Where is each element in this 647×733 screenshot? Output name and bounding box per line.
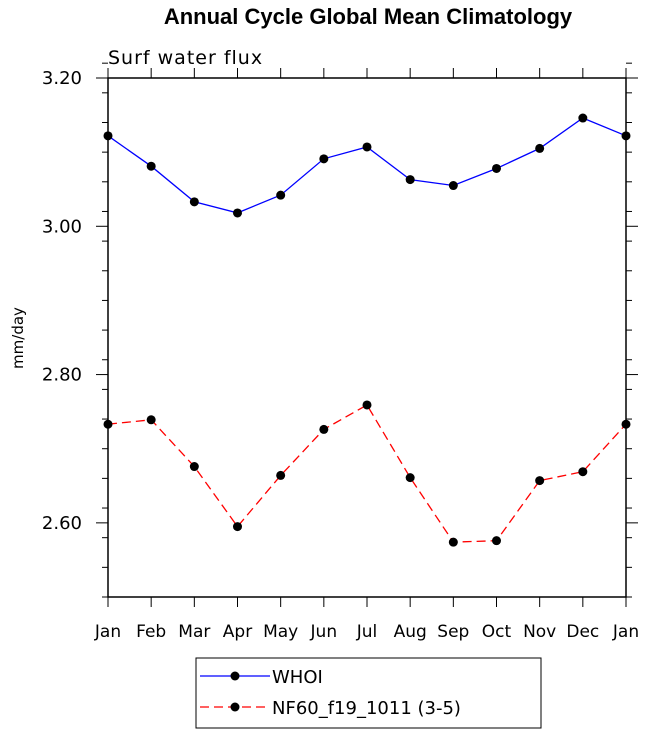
legend-box <box>195 657 542 729</box>
x-tick-labels: Jan Feb Mar Apr May Jun Jul Aug Sep Oct Nov Dec Jan <box>94 622 639 642</box>
series-1-point <box>276 470 286 480</box>
series-1-point <box>405 473 415 483</box>
x-tick-label: Feb <box>136 622 166 642</box>
series-1-point <box>492 536 501 546</box>
series-0-point <box>276 190 286 200</box>
x-tick-label: Jun <box>310 622 338 642</box>
series-0-point <box>362 142 372 152</box>
series-0-point <box>189 197 199 207</box>
x-tick-label: Oct <box>482 622 512 642</box>
axis-ticks <box>96 62 638 607</box>
series-1-point <box>189 462 199 472</box>
series-0-point <box>448 181 458 191</box>
series-0-point <box>146 161 156 171</box>
x-tick-label: Nov <box>523 622 556 642</box>
series-1-point <box>146 415 156 425</box>
series-1-point <box>448 537 458 547</box>
series-0-point <box>103 131 113 141</box>
series-0-point <box>621 131 631 141</box>
legend-marker-nf60 <box>230 702 240 712</box>
series-1-point <box>578 467 588 477</box>
chart-title: Annual Cycle Global Mean Climatology <box>164 4 573 29</box>
series-0-point <box>578 113 588 123</box>
series-0-point <box>535 143 545 153</box>
legend-label-nf60: NF60_f19_1011 (3-5) <box>272 698 461 719</box>
series-0-point <box>319 154 329 164</box>
legend: WHOI NF60_f19_1011 (3-5) <box>195 657 542 729</box>
plot-frame <box>107 77 627 598</box>
series-1-point <box>621 419 631 429</box>
series-line-1 <box>107 404 627 543</box>
chart-subtitle: Surf water flux <box>108 47 263 69</box>
x-tick-label: Dec <box>566 622 599 642</box>
legend-label-whoi: WHOI <box>272 667 323 688</box>
y-tick-label: 2.60 <box>42 513 82 534</box>
x-tick-label: Apr <box>223 622 252 642</box>
series-0-point <box>233 208 242 218</box>
legend-marker-whoi <box>230 671 240 681</box>
y-tick-label: 2.80 <box>42 365 82 386</box>
y-tick-labels: 2.60 2.80 3.00 3.20 <box>42 68 82 534</box>
series-line-0 <box>107 117 627 214</box>
series-1-point <box>103 419 113 429</box>
x-tick-label: May <box>263 622 298 642</box>
y-tick-label: 3.20 <box>42 68 82 89</box>
y-tick-label: 3.00 <box>42 216 82 237</box>
series-1-point <box>362 400 372 410</box>
series-0-point <box>492 163 501 173</box>
x-tick-label: Jan <box>94 622 121 642</box>
y-axis-label: mm/day <box>9 307 27 369</box>
series-1-point <box>233 522 242 532</box>
x-tick-label: Jul <box>356 622 378 642</box>
x-tick-label: Sep <box>437 622 469 642</box>
series-1-point <box>535 476 545 486</box>
x-tick-label: Jan <box>612 622 639 642</box>
series-0-point <box>405 175 415 185</box>
x-tick-label: Mar <box>178 622 210 642</box>
series-1-point <box>319 424 329 434</box>
x-tick-label: Aug <box>394 622 427 642</box>
series-layer <box>103 113 631 547</box>
